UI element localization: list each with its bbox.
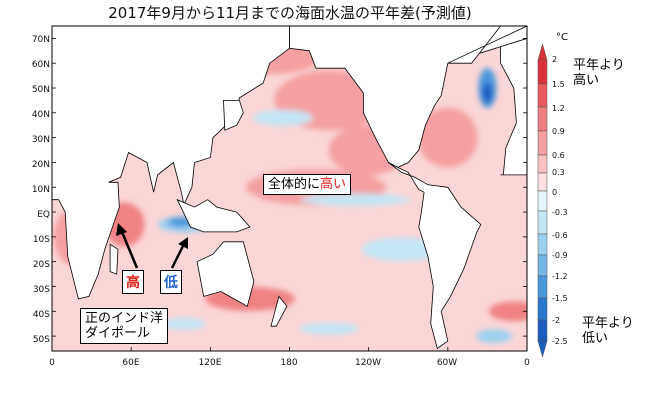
colorbar-segment — [537, 172, 548, 192]
cool-patch-south-atlantic — [476, 329, 513, 344]
land-new-zealand — [270, 295, 288, 327]
colorbar-segment — [537, 106, 548, 132]
cool-patch-kuroshio-ext — [252, 109, 313, 126]
colorbar-top-arrow — [537, 43, 548, 61]
ytick-70n: 70N — [31, 35, 50, 45]
cbtick-0: 0 — [552, 188, 558, 197]
xtick-60e: 60E — [122, 358, 140, 368]
xtick-120e: 120E — [198, 358, 222, 368]
low-label-line1: 平年より — [582, 316, 634, 331]
colorbar-segment — [537, 275, 548, 299]
colorbar-segment — [537, 254, 548, 277]
cbtick-1.2: 1.2 — [552, 104, 565, 113]
warm-patch-atlantic — [417, 107, 478, 168]
axis-tick-marks — [51, 38, 528, 351]
overall-prefix: 全体的に — [268, 177, 321, 192]
land-japan — [223, 100, 244, 131]
colorbar-segment — [537, 130, 548, 156]
cool-core-north-atlantic — [482, 82, 493, 103]
land-masses — [52, 26, 527, 350]
ytick-30s: 30S — [32, 285, 50, 295]
colorbar-segment — [537, 210, 548, 235]
map-title: 2017年9月から11月までの海面水温の平年差(予測値) — [108, 4, 472, 22]
xtick-120w: 120W — [354, 358, 382, 368]
iod-high-label: 高 — [122, 270, 144, 294]
xtick-0: 0 — [49, 358, 55, 368]
colorbar-segment — [537, 154, 548, 174]
high-label-line1: 平年より — [573, 58, 625, 73]
cool-patch-equatorial-east — [300, 193, 411, 206]
cbtick-2: 2 — [552, 55, 558, 64]
annotation-arrows — [116, 223, 188, 269]
ytick-60n: 60N — [31, 60, 50, 70]
cbtick-0.3: 0.3 — [552, 168, 565, 177]
cbtick-neg1.2: -1.2 — [552, 272, 568, 281]
overall-warm-annotation: 全体的に高い — [263, 174, 352, 195]
land-madagascar — [109, 243, 119, 275]
cbtick-1.5: 1.5 — [552, 80, 565, 89]
land-australia — [196, 241, 255, 307]
cool-patch-south-indian — [161, 317, 206, 330]
land-central-south-america — [388, 162, 482, 350]
cbtick-neg0.3: -0.3 — [552, 208, 568, 217]
colorbar-unit: °C — [556, 32, 568, 43]
cbtick-neg1.5: -1.5 — [552, 294, 568, 303]
colorbar-low-label: 平年より 低い — [582, 316, 634, 346]
colorbar-segment — [537, 297, 548, 321]
ytick-40s: 40S — [32, 310, 50, 320]
colorbar-bottom-arrow — [537, 340, 548, 358]
colorbar — [537, 43, 548, 358]
xtick-0-right: 0 — [524, 358, 530, 368]
high-label-line2: 高い — [573, 73, 600, 88]
iod-line2: ダイポール — [85, 326, 151, 341]
ytick-40n: 40N — [31, 110, 50, 120]
cbtick-neg2: -2 — [552, 316, 560, 325]
cbtick-neg2.5: -2.5 — [552, 337, 568, 346]
colorbar-high-label: 平年より 高い — [573, 58, 625, 88]
cool-patch-south-pacific — [299, 322, 360, 335]
colorbar-segment — [537, 190, 548, 212]
xtick-60w: 60W — [436, 358, 458, 368]
ytick-30n: 30N — [31, 135, 50, 145]
ytick-50n: 50N — [31, 85, 50, 95]
land-europe-west-africa — [500, 26, 527, 176]
ytick-10n: 10N — [31, 185, 50, 195]
ytick-20n: 20N — [31, 160, 50, 170]
cbtick-0.6: 0.6 — [552, 151, 565, 160]
iod-line1: 正のインド洋 — [85, 311, 164, 326]
low-label-line2: 低い — [582, 331, 609, 346]
cbtick-0.9: 0.9 — [552, 127, 565, 136]
ytick-10s: 10S — [32, 235, 50, 245]
warm-patch-sw-atlantic — [488, 301, 527, 322]
iod-annotation: 正のインド洋 ダイポール — [80, 308, 169, 344]
xtick-180: 180 — [280, 358, 298, 368]
colorbar-segment — [537, 319, 548, 342]
land-indonesia — [176, 198, 251, 233]
overall-highlight: 高い — [320, 177, 347, 192]
land-greenland — [447, 26, 527, 64]
ytick-50s: 50S — [32, 335, 50, 345]
iod-low-label: 低 — [160, 270, 182, 294]
colorbar-segment — [537, 83, 548, 108]
cbtick-neg0.9: -0.9 — [552, 251, 568, 260]
colorbar-segment — [537, 59, 548, 85]
ytick-eq: EQ — [37, 210, 50, 220]
colorbar-segment — [537, 233, 548, 256]
ytick-20s: 20S — [32, 260, 50, 270]
cbtick-neg0.6: -0.6 — [552, 231, 568, 240]
cool-patch-south-east-pacific — [361, 237, 442, 262]
